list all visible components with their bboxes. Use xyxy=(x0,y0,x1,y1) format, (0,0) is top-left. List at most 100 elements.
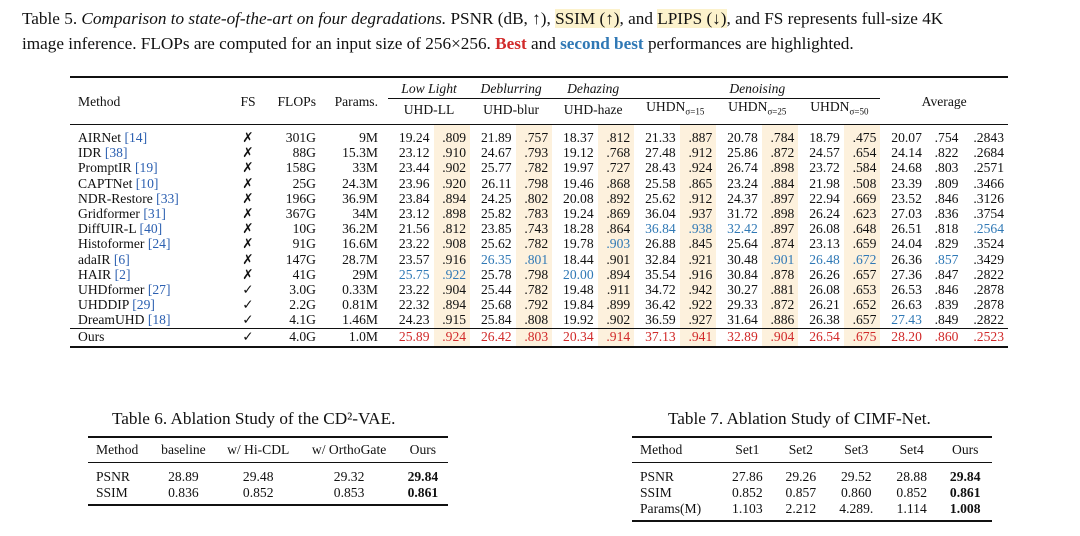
col-method: Method xyxy=(70,75,228,125)
col-uhdn-15: UHDNσ=15 xyxy=(634,98,717,125)
params-value: 0.33M xyxy=(342,281,378,297)
table-row: DreamUHD [18] ✓ 4.1G 1.46M 24.23.915 25.84.80… xyxy=(70,312,1008,329)
average-value: .2571 xyxy=(973,160,1004,176)
psnr-value: 26.48 xyxy=(809,251,840,267)
psnr-value: 26.35 xyxy=(480,251,512,267)
column-header: w/ Hi-CDL xyxy=(216,436,301,463)
ssim-value: .902 xyxy=(433,160,471,176)
average-value: 28.20 xyxy=(880,327,926,348)
psnr-value: 30.48 xyxy=(727,251,758,267)
psnr-value: 26.11 xyxy=(481,175,512,191)
psnr-value: 23.12 xyxy=(398,205,430,221)
row-label: Params(M) xyxy=(632,501,721,522)
caption-second: second best xyxy=(560,34,644,53)
comparison-table-body: AIRNet [14] ✗ 301G 9M 19.24.809 21.89.757 18.3… xyxy=(70,124,1008,348)
average-value: .2822 xyxy=(973,266,1004,282)
ssim-value: .669 xyxy=(843,190,881,206)
average-value: .849 xyxy=(934,312,959,328)
ssim-value: .475 xyxy=(843,124,881,146)
psnr-value: 18.37 xyxy=(563,129,594,145)
ssim-value: .584 xyxy=(843,160,881,176)
row-label: PSNR xyxy=(96,469,131,484)
citation: [10] xyxy=(135,175,159,191)
col-fs: FS xyxy=(228,75,268,125)
psnr-value: 31.72 xyxy=(727,205,758,221)
psnr-value: 36.59 xyxy=(645,312,676,328)
psnr-value: 25.58 xyxy=(645,175,676,191)
fs-mark: ✗ xyxy=(242,236,254,252)
params-value: 29M xyxy=(352,266,378,282)
col-uhd-ll: UHD-LL xyxy=(388,98,471,125)
cell-value: 29.26 xyxy=(785,469,817,484)
psnr-value: 32.84 xyxy=(645,251,676,267)
psnr-value: 19.84 xyxy=(563,297,594,313)
average-value: 23.39 xyxy=(891,175,922,191)
ssim-value: .782 xyxy=(515,160,553,176)
average-value: .846 xyxy=(934,190,959,206)
cell-value: 28.89 xyxy=(168,469,199,484)
ssim-value: .887 xyxy=(679,124,717,146)
average-value: .809 xyxy=(934,175,959,191)
table7-title: Table 7. Ablation Study of CIMF-Net. xyxy=(668,409,931,428)
citation: [38] xyxy=(104,145,128,161)
psnr-value: 21.89 xyxy=(480,129,512,145)
method-name: HAIR [2] xyxy=(78,266,131,282)
params-value: 34M xyxy=(352,205,378,221)
average-value: .3126 xyxy=(973,190,1004,206)
psnr-value: 19.24 xyxy=(398,129,430,145)
average-value: .2523 xyxy=(962,327,1008,348)
column-header: w/ OrthoGate xyxy=(300,436,398,463)
psnr-value: 20.00 xyxy=(563,266,594,282)
psnr-value: 31.64 xyxy=(727,312,758,328)
table-row: Gridformer [31] ✗ 367G 34M 23.12.898 25.82.78… xyxy=(70,205,1008,222)
psnr-value: 26.54 xyxy=(798,327,844,348)
method-name: adaIR [6] xyxy=(78,251,130,267)
fs-mark: ✗ xyxy=(242,160,254,176)
psnr-value: 30.27 xyxy=(727,281,758,297)
ssim-value: .727 xyxy=(597,160,635,176)
fs-mark: ✗ xyxy=(242,175,254,191)
average-value: 24.04 xyxy=(891,236,922,252)
psnr-value: 26.42 xyxy=(470,327,516,348)
ssim-value: .803 xyxy=(515,327,553,348)
psnr-value: 26.88 xyxy=(645,236,676,252)
average-value: 27.03 xyxy=(891,205,922,221)
average-value: .2822 xyxy=(973,312,1004,328)
params-value: 28.7M xyxy=(342,251,378,267)
psnr-value: 23.12 xyxy=(398,145,430,161)
average-value: .2878 xyxy=(973,281,1004,297)
psnr-value: 23.13 xyxy=(809,236,840,252)
ssim-value: .901 xyxy=(761,251,799,267)
average-value: .2843 xyxy=(973,129,1004,145)
psnr-value: 24.23 xyxy=(398,312,430,328)
average-value: .754 xyxy=(934,129,959,145)
ssim-value: .657 xyxy=(843,312,881,329)
ssim-value: .653 xyxy=(843,281,881,298)
average-value: 24.14 xyxy=(891,145,922,161)
ssim-value: .927 xyxy=(679,312,717,329)
average-value: 27.43 xyxy=(891,312,922,328)
ssim-value: .886 xyxy=(761,312,799,329)
ssim-value: .937 xyxy=(679,205,717,222)
psnr-value: 24.25 xyxy=(480,190,512,206)
cell-value: 1.008 xyxy=(938,501,992,522)
psnr-value: 26.74 xyxy=(727,160,758,176)
column-header: Set2 xyxy=(774,436,828,463)
caption-best: Best xyxy=(495,34,527,53)
params-value: 0.81M xyxy=(342,297,378,313)
table-row: UHDformer [27] ✓ 3.0G 0.33M 23.22.904 25.44.7… xyxy=(70,281,1008,298)
table-row: Histoformer [24] ✗ 91G 16.6M 23.22.908 25.62.… xyxy=(70,236,1008,252)
flops-value: 3.0G xyxy=(289,281,316,297)
caption-title: Comparison to state-of-the-art on four d… xyxy=(81,9,447,28)
citation: [6] xyxy=(113,251,130,267)
fs-mark: ✗ xyxy=(242,266,254,282)
cell-value: 0.853 xyxy=(300,485,398,506)
psnr-value: 34.72 xyxy=(645,281,676,297)
table7: Method Set1 Set2 Set3 Set4 Ours PSNR 27.86 29.2… xyxy=(632,436,992,522)
ssim-value: .938 xyxy=(679,221,717,237)
psnr-value: 25.77 xyxy=(480,160,512,176)
flops-value: 4.1G xyxy=(289,312,316,328)
column-header: Method xyxy=(632,436,721,463)
cell-value: 29.84 xyxy=(949,469,981,484)
ssim-value: .894 xyxy=(597,266,635,282)
